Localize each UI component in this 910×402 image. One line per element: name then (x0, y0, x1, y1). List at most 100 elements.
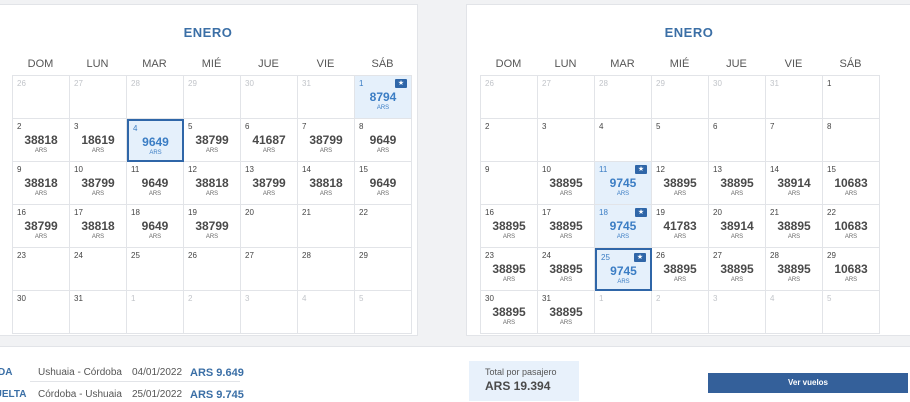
day-cell[interactable]: 1 (595, 291, 652, 334)
day-cell[interactable]: 22 10683 ARS (823, 205, 880, 248)
day-cell[interactable]: 9 (481, 162, 538, 205)
day-cell[interactable]: 21 (298, 205, 355, 248)
day-cell[interactable]: 7 38799 ARS (298, 119, 355, 162)
day-cell[interactable]: 10 38895 ARS (538, 162, 595, 205)
day-cell[interactable]: 10 38799 ARS (70, 162, 127, 205)
day-cell[interactable]: 6 41687 ARS (241, 119, 298, 162)
day-cell[interactable]: 3 (538, 119, 595, 162)
day-cell[interactable]: 4 (595, 119, 652, 162)
day-cell[interactable]: 5 (652, 119, 709, 162)
day-cell[interactable]: 29 10683 ARS (823, 248, 880, 291)
day-cell[interactable]: 3 (709, 291, 766, 334)
day-cell[interactable]: 5 (355, 291, 412, 334)
weekday-label: VIE (316, 58, 335, 70)
day-cell[interactable]: 1 (127, 291, 184, 334)
day-cell[interactable]: 5 38799 ARS (184, 119, 241, 162)
day-cell[interactable]: 23 38895 ARS (481, 248, 538, 291)
day-cell[interactable]: 11 ★ 9745 ARS (595, 162, 652, 205)
day-cell[interactable]: 24 38895 ARS (538, 248, 595, 291)
day-cell[interactable]: 18 ★ 9745 ARS (595, 205, 652, 248)
day-cell[interactable]: 3 18619 ARS (70, 119, 127, 162)
day-cell[interactable]: 30 (13, 291, 70, 334)
day-cell[interactable]: 31 (298, 76, 355, 119)
day-cell[interactable]: 20 (241, 205, 298, 248)
day-cell[interactable]: 27 (538, 76, 595, 119)
day-cell[interactable]: 29 (652, 76, 709, 119)
outbound-route: Ushuaia - Córdoba (38, 367, 122, 378)
day-cell[interactable]: 30 (241, 76, 298, 119)
day-cell[interactable]: 23 (13, 248, 70, 291)
day-cell[interactable]: 28 (127, 76, 184, 119)
day-cell[interactable]: 8 9649 ARS (355, 119, 412, 162)
day-cell[interactable]: 22 (355, 205, 412, 248)
day-cell[interactable]: 17 38818 ARS (70, 205, 127, 248)
day-cell[interactable]: 20 38914 ARS (709, 205, 766, 248)
day-cell[interactable]: 29 (184, 76, 241, 119)
day-cell[interactable]: 24 (70, 248, 127, 291)
day-cell[interactable]: 2 (184, 291, 241, 334)
day-cell[interactable]: 25 ★ 9745 ARS (595, 248, 652, 291)
day-cell[interactable]: 28 (298, 248, 355, 291)
day-cell[interactable]: 3 (241, 291, 298, 334)
day-cell[interactable]: 2 (481, 119, 538, 162)
see-flights-button[interactable]: Ver vuelos (708, 373, 908, 393)
day-cell[interactable]: 29 (355, 248, 412, 291)
day-price: 38799 (195, 133, 229, 147)
day-cell[interactable]: 27 (70, 76, 127, 119)
day-cell[interactable]: 19 41783 ARS (652, 205, 709, 248)
day-cell[interactable]: 4 9649 ARS (127, 119, 184, 162)
day-cell[interactable]: 31 38895 ARS (538, 291, 595, 334)
day-number: 2 (656, 294, 661, 303)
day-cell[interactable]: 26 (184, 248, 241, 291)
day-cell[interactable]: 28 (595, 76, 652, 119)
day-cell[interactable]: 14 38818 ARS (298, 162, 355, 205)
day-cell[interactable]: 17 38895 ARS (538, 205, 595, 248)
day-cell[interactable]: 2 (652, 291, 709, 334)
day-cell[interactable]: 30 (709, 76, 766, 119)
day-price: 9649 (141, 219, 169, 233)
day-cell[interactable]: 19 38799 ARS (184, 205, 241, 248)
day-cell[interactable]: 2 38818 ARS (13, 119, 70, 162)
day-currency: ARS (730, 277, 744, 283)
day-number: 1 (359, 79, 364, 88)
day-grid: 26 27 28 29 30 31 1 ★ 8794 ARS 2 38818 ARS 3 18619 ARS 4… (12, 75, 412, 334)
total-value: ARS 19.394 (485, 379, 551, 393)
day-cell[interactable]: 14 38914 ARS (766, 162, 823, 205)
day-cell[interactable]: 27 (241, 248, 298, 291)
day-cell[interactable]: 6 (709, 119, 766, 162)
return-price: ARS 9.745 (190, 389, 244, 401)
day-cell[interactable]: 30 38895 ARS (481, 291, 538, 334)
day-cell[interactable]: 26 38895 ARS (652, 248, 709, 291)
day-cell[interactable]: 15 10683 ARS (823, 162, 880, 205)
day-cell[interactable]: 5 (823, 291, 880, 334)
day-cell[interactable]: 4 (298, 291, 355, 334)
day-cell[interactable]: 26 (13, 76, 70, 119)
day-number: 16 (17, 208, 26, 217)
day-cell[interactable]: 28 38895 ARS (766, 248, 823, 291)
day-number: 22 (827, 208, 836, 217)
day-cell[interactable]: 15 9649 ARS (355, 162, 412, 205)
day-cell[interactable]: 16 38895 ARS (481, 205, 538, 248)
day-cell[interactable]: 21 38895 ARS (766, 205, 823, 248)
day-cell[interactable]: 31 (766, 76, 823, 119)
day-cell[interactable]: 12 38895 ARS (652, 162, 709, 205)
day-cell[interactable]: 11 9649 ARS (127, 162, 184, 205)
day-cell[interactable]: 18 9649 ARS (127, 205, 184, 248)
day-cell[interactable]: 12 38818 ARS (184, 162, 241, 205)
day-grid: 26 27 28 29 30 31 1 2 3 4 5 6 7 8 9 10 38895 ARS 11 ★ 9745 AR… (480, 75, 880, 334)
day-cell[interactable]: 16 38799 ARS (13, 205, 70, 248)
day-cell[interactable]: 9 38818 ARS (13, 162, 70, 205)
day-price: 38895 (663, 262, 697, 276)
day-cell[interactable]: 8 (823, 119, 880, 162)
day-cell[interactable]: 31 (70, 291, 127, 334)
day-cell[interactable]: 13 38895 ARS (709, 162, 766, 205)
day-cell[interactable]: 25 (127, 248, 184, 291)
day-cell[interactable]: 27 38895 ARS (709, 248, 766, 291)
day-cell[interactable]: 13 38799 ARS (241, 162, 298, 205)
day-cell[interactable]: 1 (823, 76, 880, 119)
day-number: 5 (188, 122, 193, 131)
day-cell[interactable]: 4 (766, 291, 823, 334)
day-cell[interactable]: 1 ★ 8794 ARS (355, 76, 412, 119)
day-cell[interactable]: 7 (766, 119, 823, 162)
day-cell[interactable]: 26 (481, 76, 538, 119)
